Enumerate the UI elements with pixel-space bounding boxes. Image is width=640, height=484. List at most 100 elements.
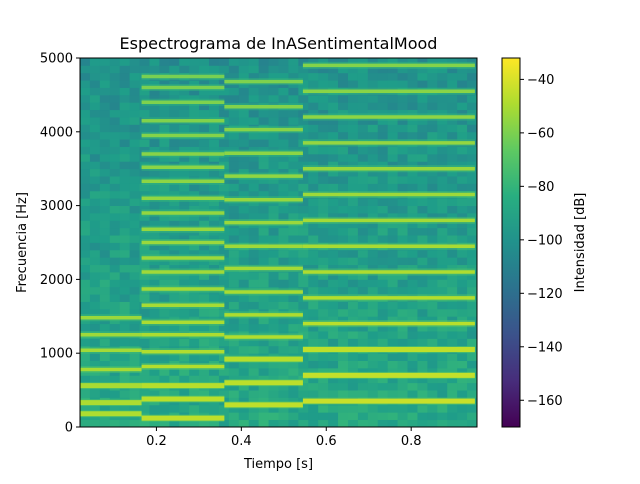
heatmap-cell xyxy=(119,87,131,96)
heatmap-cell xyxy=(80,146,91,155)
heatmap-cell xyxy=(169,212,180,221)
heatmap-cell xyxy=(189,375,200,384)
heatmap-cell xyxy=(119,242,131,251)
heatmap-cell xyxy=(338,286,349,295)
heatmap-cell xyxy=(298,404,309,413)
heatmap-cell xyxy=(298,390,309,398)
heatmap-cell xyxy=(357,94,369,103)
heatmap-cell xyxy=(328,375,339,384)
heatmap-cell xyxy=(268,117,279,125)
heatmap-cell xyxy=(347,80,359,88)
heatmap-cell xyxy=(179,183,190,192)
heatmap-cell xyxy=(367,404,379,413)
heatmap-cell xyxy=(357,272,369,280)
heatmap-cell xyxy=(179,242,190,251)
heatmap-cell xyxy=(159,109,170,118)
heatmap-cell xyxy=(159,212,170,221)
heatmap-cell xyxy=(387,124,399,133)
heatmap-cell xyxy=(447,153,458,162)
heatmap-cell xyxy=(367,198,379,206)
heatmap-cell xyxy=(129,72,140,81)
heatmap-cell xyxy=(228,87,240,96)
heatmap-cell xyxy=(89,102,101,111)
heatmap-cell xyxy=(377,124,389,133)
heatmap-cell xyxy=(447,360,458,369)
heatmap-cell xyxy=(407,375,418,384)
heatmap-cell xyxy=(357,176,369,184)
heatmap-cell xyxy=(417,404,428,413)
heatmap-cell xyxy=(149,220,160,229)
heatmap-cell xyxy=(169,419,180,427)
heatmap-cell xyxy=(169,58,180,66)
heatmap-cell xyxy=(278,294,289,302)
heatmap-cell xyxy=(268,390,279,398)
heatmap-cell xyxy=(347,286,359,295)
heatmap-cell xyxy=(139,353,150,361)
heatmap-cell xyxy=(109,264,121,273)
heatmap-cell xyxy=(109,308,121,317)
heatmap-cell xyxy=(129,58,140,66)
heatmap-cell xyxy=(338,404,349,413)
heatmap-cell xyxy=(367,257,379,266)
heatmap-cell xyxy=(149,139,160,147)
heatmap-cell xyxy=(218,323,230,332)
heatmap-cell xyxy=(189,58,200,66)
heatmap-cell xyxy=(119,65,131,74)
heatmap-cell xyxy=(209,323,220,332)
heatmap-cell xyxy=(447,102,458,111)
heatmap-cell xyxy=(328,131,339,140)
heatmap-cell xyxy=(417,375,428,384)
heatmap-cell xyxy=(308,323,319,332)
heatmap-cell xyxy=(387,375,399,384)
heatmap-cell xyxy=(258,367,269,376)
heatmap-cell xyxy=(238,301,250,310)
heatmap-cell xyxy=(437,124,448,133)
heatmap-cell xyxy=(308,65,319,74)
heatmap-cell xyxy=(467,353,477,361)
heatmap-cell xyxy=(457,72,468,81)
heatmap-cell xyxy=(447,235,458,243)
heatmap-cell xyxy=(268,94,279,103)
heatmap-cell xyxy=(467,272,477,280)
heatmap-cell xyxy=(447,65,458,74)
heatmap-cell xyxy=(377,235,389,243)
heatmap-cell xyxy=(298,227,309,236)
heatmap-cell xyxy=(447,124,458,133)
heatmap-cell xyxy=(119,323,131,332)
heatmap-cell xyxy=(218,87,230,96)
heatmap-cell xyxy=(367,390,379,398)
heatmap-cell xyxy=(377,353,389,361)
heatmap-cell xyxy=(199,212,210,221)
heatmap-cell xyxy=(318,257,329,266)
heatmap-cell xyxy=(407,183,418,192)
heatmap-cell xyxy=(109,419,121,427)
heatmap-cell xyxy=(387,205,399,214)
heatmap-cell xyxy=(387,272,399,280)
heatmap-cell xyxy=(129,220,140,229)
heatmap-cell xyxy=(377,205,389,214)
heatmap-cell xyxy=(89,153,101,162)
heatmap-cell xyxy=(139,58,150,66)
heatmap-cell xyxy=(347,131,359,140)
heatmap-cell xyxy=(437,412,448,421)
heatmap-cell xyxy=(457,375,468,384)
heatmap-cell xyxy=(258,272,269,280)
heatmap-cell xyxy=(437,146,448,155)
heatmap-cell xyxy=(347,301,359,310)
heatmap-cell xyxy=(467,338,477,347)
heatmap-cell xyxy=(80,323,91,332)
heatmap-cell xyxy=(139,124,150,133)
heatmap-cell xyxy=(209,308,220,317)
heatmap-cell xyxy=(318,390,329,398)
heatmap-cell xyxy=(109,257,121,266)
heatmap-cell xyxy=(99,72,111,81)
heatmap-cell xyxy=(367,279,379,288)
heatmap-cell xyxy=(228,139,240,147)
heatmap-cell xyxy=(119,212,131,221)
heatmap-cell xyxy=(99,353,111,361)
heatmap-cell xyxy=(397,308,408,317)
heatmap-cell xyxy=(80,308,91,317)
heatmap-cell xyxy=(248,183,260,192)
heatmap-cell xyxy=(209,272,220,280)
heatmap-cell xyxy=(427,65,438,74)
